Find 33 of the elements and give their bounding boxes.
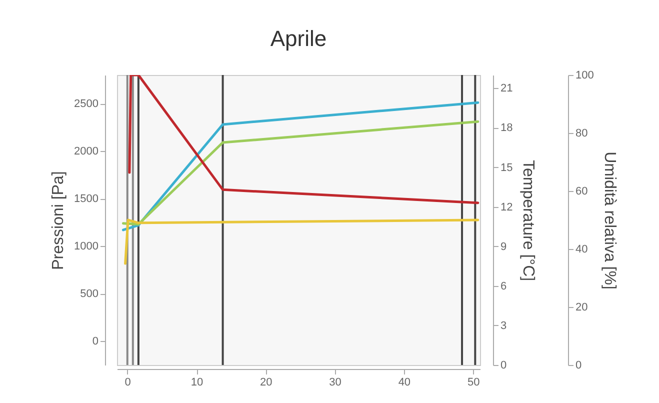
y3-tick-label: 40 — [576, 244, 588, 256]
y2-tick-label: 12 — [500, 201, 513, 214]
y-tick-label: 500 — [80, 288, 98, 300]
y2-tick-label: 18 — [500, 122, 513, 134]
x-tick-label: 10 — [190, 376, 204, 388]
y3-tick-label: 60 — [576, 186, 588, 198]
y3-tick-label: 20 — [576, 302, 588, 314]
y-tick-label: 0 — [92, 336, 98, 348]
y2-tick-label: 15 — [500, 162, 513, 174]
y-tick-label: 2500 — [74, 98, 98, 110]
y3-axis-title: Umidità relativa [%] — [600, 152, 618, 290]
x-tick-label: 40 — [398, 376, 411, 388]
x-tick-label: 30 — [329, 376, 342, 388]
y2-tick-label: 6 — [500, 280, 507, 292]
chart-title: Aprile — [270, 26, 327, 51]
y-tick-label: 2000 — [74, 146, 98, 158]
y-tick-label: 1000 — [74, 240, 98, 253]
line-series — [122, 101, 480, 232]
x-tick-label: 50 — [467, 376, 480, 388]
y3-tick-label: 80 — [576, 128, 588, 140]
line-series — [122, 120, 480, 226]
y-tick-label: 1500 — [74, 193, 98, 206]
x-tick-label: 0 — [124, 376, 131, 388]
y3-tick-label: 0 — [576, 360, 582, 372]
y3-tick-label: 100 — [576, 70, 594, 82]
y2-tick-label: 9 — [500, 240, 507, 253]
y-axis-title: Pressioni [Pa] — [50, 171, 68, 270]
y2-tick-label: 21 — [500, 82, 513, 95]
line-series — [128, 75, 480, 204]
y2-tick-label: 3 — [500, 320, 507, 332]
y2-tick-label: 0 — [500, 360, 507, 372]
x-tick-label: 20 — [260, 376, 272, 388]
y2-axis-title: Temperature [°C] — [520, 160, 537, 282]
